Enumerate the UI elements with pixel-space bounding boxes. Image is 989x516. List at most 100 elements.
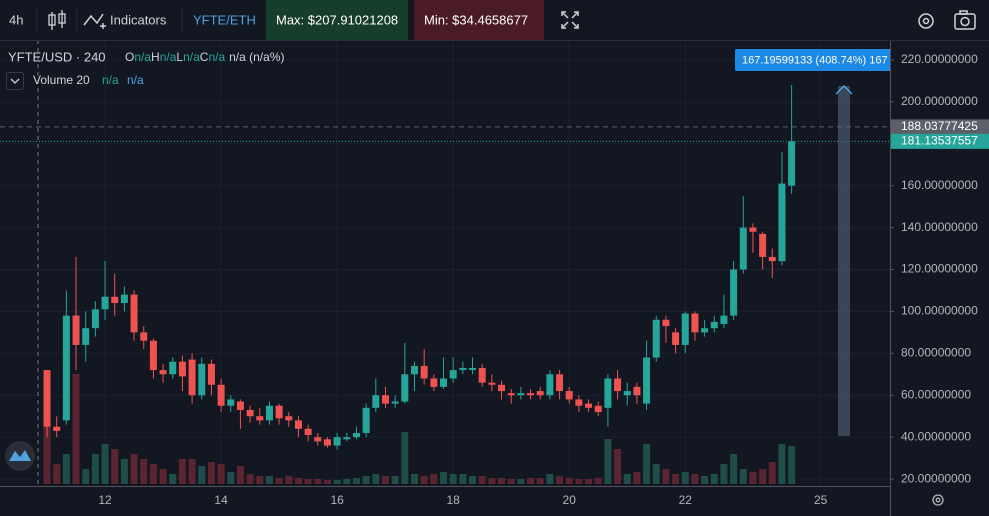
volume-bar [178,459,186,484]
volume-bar [575,479,583,484]
candle-body [82,328,90,345]
candle-body [381,395,389,404]
candle-body [53,426,61,431]
candle-body [604,378,612,408]
candle-body [643,357,651,404]
volume-bar [710,474,718,484]
price-label-box [891,133,989,149]
candle-body [672,332,680,345]
legend-item: O [125,50,134,64]
volume-bar [91,454,99,484]
y-tick-label: 40.00000000 [901,429,971,443]
candle-body [198,363,206,396]
candle-body [759,233,767,257]
volume-bar [198,466,206,484]
legend-item: L [176,50,183,64]
volume-bar [401,432,409,484]
indicators-button[interactable]: Indicators [110,12,167,27]
volume-bar [672,474,680,484]
y-tick-label: 80.00000000 [901,346,971,360]
legend-item: C [200,50,209,64]
price-label-box [891,119,989,135]
volume-bar [53,464,61,484]
candle-body [720,315,728,324]
volume-bar [478,476,486,484]
indicators-icon[interactable] [83,13,106,29]
candle-body [91,309,99,329]
volume-bar [701,476,709,484]
volume-bar [440,472,448,484]
interval-button[interactable]: 4h [9,12,23,27]
volume-bar [140,459,148,484]
candle-body [391,401,399,404]
candle-body [72,315,80,345]
axis-settings-icon[interactable] [932,494,944,506]
volume-bar [304,479,312,484]
volume-bar [149,464,157,484]
x-tick-label: 16 [330,493,344,507]
volume-bar [217,464,225,484]
price-label: 188.03777425 [901,119,978,133]
volume-bar [265,476,273,484]
volume-bar [101,444,109,484]
chevron-icon [10,78,20,84]
volume-bar [768,462,776,484]
measure-range [838,86,850,436]
legend-item: n/a [208,50,225,64]
volume-bar [391,476,399,484]
volume-bar [517,479,525,484]
candle-body [352,432,360,438]
legend-title: YFTE/USD · 240 [8,49,106,64]
min-box [414,0,544,40]
candle-body [294,420,302,429]
candle-body [111,296,119,304]
candle-body [236,401,244,410]
candle-body [749,227,757,232]
y-tick-label: 100.00000000 [901,304,978,318]
volume-bar [285,476,293,484]
volume-bar [62,454,70,484]
volume-bar [739,469,747,484]
settings-icon[interactable] [918,13,934,29]
time-axis [0,486,890,516]
candle-body [691,313,699,333]
snapshot-icon[interactable] [954,10,976,30]
chart-type-icon[interactable] [48,10,66,30]
candle-body [285,416,293,421]
symbol-button[interactable]: YFTE/ETH [193,12,256,27]
volume-bar [372,474,380,484]
candle-body [652,319,660,358]
candle-body [507,393,515,396]
candle-body [585,403,593,408]
volume-bar [623,474,631,484]
legend-item: H [151,50,160,64]
candle-body [420,365,428,379]
volume-bar [343,479,351,484]
x-tick-label: 22 [679,493,693,507]
volume-bar [130,454,138,484]
logo[interactable] [5,441,35,471]
volume-ma-value: n/a [127,73,144,87]
candle-body [217,384,225,406]
candle-body [265,405,273,421]
candle-body [323,439,331,446]
volume-bar [662,469,670,484]
collapse-button[interactable] [6,72,24,90]
candle-body [478,368,486,383]
fullscreen-icon[interactable] [561,11,579,29]
candle-body [681,313,689,345]
candle-body [575,399,583,406]
legend-item: n/a [134,50,151,64]
legend-item: n/a [183,50,200,64]
candle-body [430,378,438,387]
candle-body [149,340,157,371]
x-tick-label: 14 [214,493,228,507]
volume-bar [314,479,322,484]
volume-bar [246,474,254,484]
axes: 20.00000000 40.00000000 60.00000000 80.0000… [98,52,989,507]
volume-bar [111,449,119,484]
volume-bar [362,476,370,484]
legend-item: n/a (n/a%) [229,50,284,64]
y-tick-label: 20.00000000 [901,471,971,485]
min-label: Min: $34.4658677 [424,12,528,27]
